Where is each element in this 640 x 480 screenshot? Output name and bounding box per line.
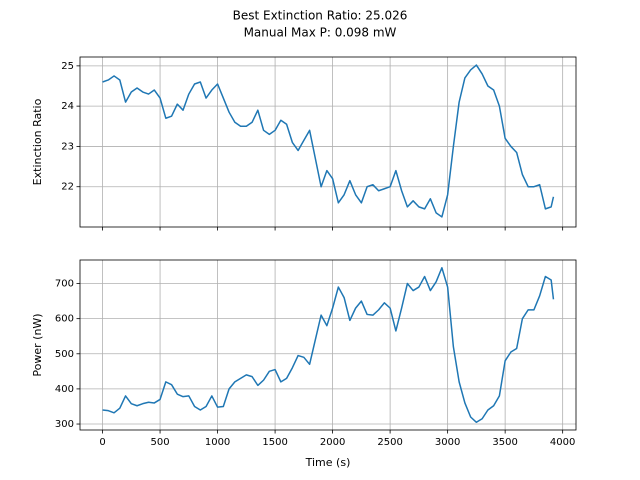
x-tick-label: 0 — [99, 437, 105, 448]
x-tick-label: 500 — [151, 437, 170, 448]
y-axis-label: Power (nW) — [31, 313, 44, 376]
y-tick-label: 25 — [61, 61, 74, 72]
y-axis-label: Extinction Ratio — [31, 98, 44, 185]
y-tick-label: 22 — [61, 182, 74, 193]
x-tick-label: 1500 — [262, 437, 287, 448]
x-axis-label: Time (s) — [305, 456, 351, 469]
x-tick-label: 4000 — [550, 437, 575, 448]
y-tick-label: 400 — [55, 384, 74, 395]
data-line — [102, 266, 555, 424]
y-tick-label: 24 — [61, 101, 74, 112]
axes-frame — [79, 259, 577, 431]
x-tick-label: 2500 — [377, 437, 402, 448]
y-tick-label: 300 — [55, 419, 74, 430]
title-line: Manual Max P: 0.098 mW — [244, 26, 397, 40]
y-tick-label: 500 — [55, 349, 74, 360]
axes-frame — [79, 56, 577, 228]
x-tick-label: 3000 — [435, 437, 460, 448]
x-tick-label: 1000 — [205, 437, 230, 448]
title-line: Best Extinction Ratio: 25.026 — [233, 9, 408, 23]
x-tick-label: 3500 — [492, 437, 517, 448]
y-tick-label: 600 — [55, 314, 74, 325]
y-tick-label: 23 — [61, 141, 74, 152]
y-tick-label: 700 — [55, 279, 74, 290]
x-tick-label: 2000 — [320, 437, 345, 448]
data-line — [102, 64, 555, 218]
